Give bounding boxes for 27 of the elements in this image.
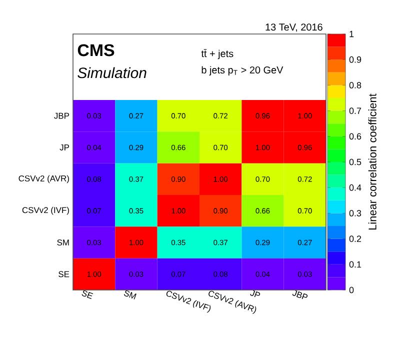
y-tick-label: CSVv2 (AVR) (18, 175, 69, 184)
color-bar-label: 0.1 (349, 261, 362, 268)
color-bar-label: 0.9 (349, 56, 362, 63)
color-bar-label: 0 (349, 286, 354, 294)
color-bar-label: 0.4 (349, 184, 362, 191)
x-tick-label: JP (250, 290, 260, 298)
y-tick-label: JP (60, 144, 70, 150)
y-tick-label: CSVv2 (IVF) (22, 206, 69, 215)
y-tick-label: JBP (54, 112, 70, 119)
x-tick-label: JBP (292, 290, 308, 300)
color-bar-label: 0.3 (349, 210, 362, 216)
y-tick-label: SM (57, 240, 69, 246)
text: 13 TeV, 2016 (266, 24, 322, 32)
color-bar-label: 1 (350, 30, 354, 38)
text: CMS (78, 44, 114, 56)
color-bar-label: 0.8 (349, 82, 362, 88)
color-bar-label: 0.6 (349, 133, 362, 140)
color-bar-label: 0.2 (349, 236, 362, 242)
text: Simulation (78, 67, 146, 78)
color-bar-label: 0.5 (349, 158, 362, 166)
text: b jets p$_{T}$ > 20 GeV (202, 66, 284, 76)
x-tick-label: SE (82, 290, 94, 300)
color-bar-label: 0.7 (349, 108, 362, 114)
y-tick-label: SE (58, 271, 70, 278)
color-bar-title: Linear correlation coefficient (368, 94, 376, 230)
x-tick-label: SM (124, 290, 136, 300)
text: tt̄ + jets (201, 49, 234, 60)
